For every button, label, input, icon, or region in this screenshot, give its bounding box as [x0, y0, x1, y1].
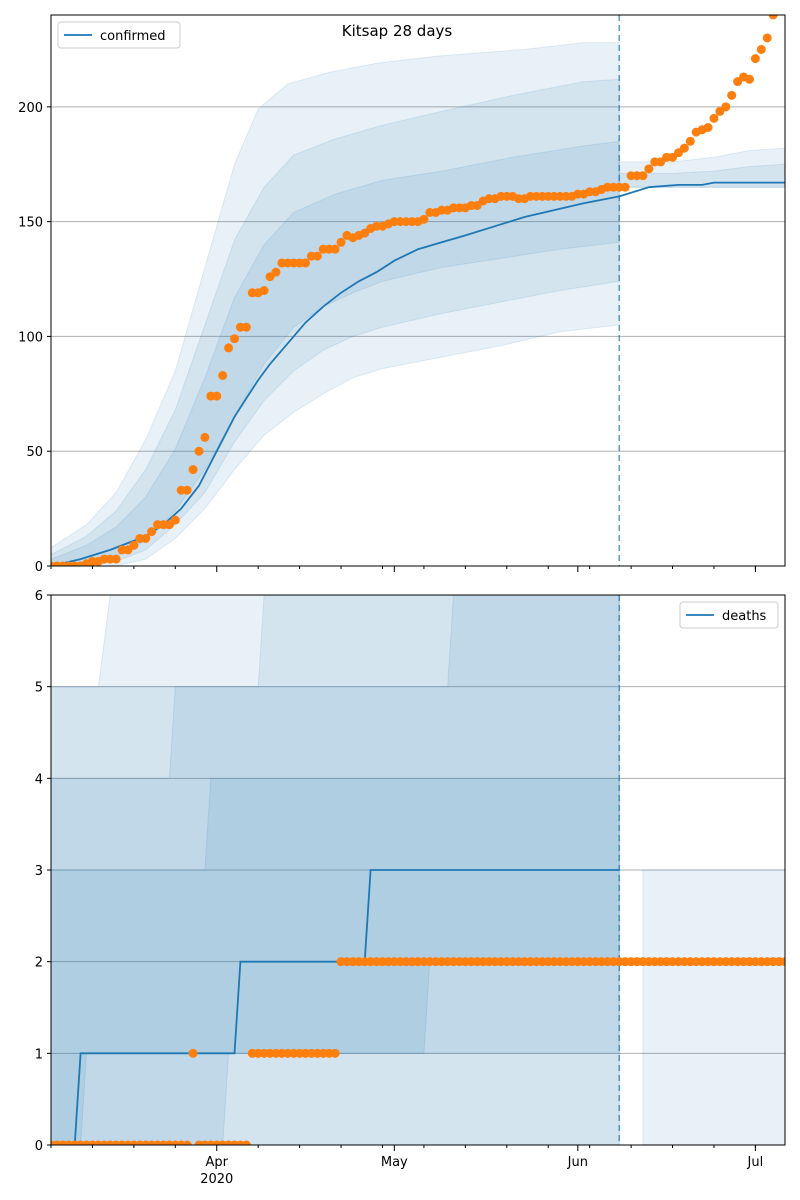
x-tick-label: Jul	[747, 1155, 764, 1170]
x-tick-sublabel: 2020	[200, 1172, 233, 1187]
confirmed-observed-point	[330, 244, 340, 254]
confirmed-uncertainty-band	[51, 78, 620, 566]
confirmed-observed-point	[336, 237, 346, 247]
confirmed-observed-point	[259, 286, 269, 295]
deaths-uncertainty-band	[642, 869, 785, 1145]
x-axis: Apr 2020 May Jun Jul	[200, 1155, 763, 1187]
deaths-y-tick-label: 5	[35, 681, 43, 696]
confirmed-observed-point	[147, 527, 157, 537]
confirmed-observed-point	[744, 74, 754, 84]
confirmed-observed-point	[141, 533, 151, 543]
confirmed-panel: 0 50 100 150 200 confirmed	[18, 14, 786, 575]
confirmed-plot-area	[51, 15, 785, 566]
confirmed-observed-point	[756, 44, 766, 54]
confirmed-observed-point	[241, 322, 251, 332]
confirmed-observed-point	[419, 214, 429, 224]
deaths-y-tick-label: 2	[35, 956, 43, 971]
confirmed-observed-point	[170, 515, 180, 525]
deaths-y-tick-label: 4	[35, 772, 43, 787]
confirmed-observed-point	[271, 267, 281, 277]
deaths-legend-box	[679, 601, 779, 629]
deaths-y-tick-label: 6	[35, 589, 43, 604]
confirmed-y-tick-label: 50	[26, 445, 43, 460]
confirmed-model-line	[51, 181, 785, 566]
confirmed-y-tick-label: 200	[18, 101, 43, 116]
confirmed-observed-point	[188, 465, 198, 475]
x-tick-label: Jun	[567, 1155, 588, 1170]
confirmed-observed-point	[727, 90, 737, 100]
confirmed-observed-point	[721, 102, 731, 112]
confirmed-observed-point	[230, 334, 239, 344]
confirmed-observed-point	[224, 343, 234, 353]
confirmed-legend: confirmed	[57, 21, 181, 49]
deaths-observed-point	[780, 957, 785, 967]
x-tick-label: Apr	[205, 1155, 228, 1170]
confirmed-observed-point	[703, 122, 713, 132]
confirmed-legend-box	[57, 21, 181, 49]
deaths-y-tick-label: 0	[35, 1139, 43, 1154]
deaths-observed-point	[188, 1048, 198, 1058]
deaths-panel: 0 1 2 3 4 5 6 deaths	[35, 589, 786, 1154]
confirmed-observed-point	[638, 171, 648, 181]
confirmed-uncertainty-band	[51, 42, 620, 566]
confirmed-observed-point	[218, 370, 228, 380]
deaths-uncertainty-band	[51, 595, 620, 1145]
deaths-model-line	[51, 869, 620, 1145]
x-tick-label: May	[381, 1155, 408, 1170]
confirmed-y-tick-label: 150	[18, 216, 43, 231]
confirmed-observed-point	[301, 258, 311, 268]
confirmed-uncertainty-band	[51, 140, 620, 566]
figure-title: Kitsap 28 days	[342, 22, 453, 40]
deaths-legend: deaths	[679, 601, 779, 629]
deaths-observed-point	[241, 1140, 251, 1145]
deaths-observed-point	[330, 1048, 340, 1058]
deaths-observed-point	[182, 1140, 192, 1145]
confirmed-observed-point	[129, 540, 139, 550]
deaths-uncertainty-band	[51, 595, 620, 1145]
confirmed-observed-point	[111, 554, 121, 564]
confirmed-observed-point	[194, 446, 204, 456]
deaths-plot-area	[51, 595, 785, 1145]
confirmed-observed-point	[709, 113, 719, 123]
confirmed-observed-point	[200, 432, 210, 442]
confirmed-observed-point	[620, 182, 630, 192]
confirmed-legend-label: confirmed	[100, 29, 166, 44]
confirmed-observed-point	[685, 136, 695, 146]
confirmed-observed-point	[182, 485, 192, 495]
confirmed-y-tick-label: 100	[18, 330, 43, 345]
deaths-legend-label: deaths	[722, 609, 767, 624]
confirmed-observed-point	[212, 391, 222, 401]
confirmed-observed-point	[762, 33, 772, 43]
deaths-y-tick-label: 1	[35, 1047, 43, 1062]
confirmed-axes-frame	[50, 14, 786, 567]
confirmed-observed-point	[644, 164, 654, 174]
confirmed-observed-point	[750, 54, 760, 64]
confirmed-observed-point	[768, 15, 778, 20]
confirmed-observed-point	[679, 143, 689, 153]
confirmed-observed-point	[312, 251, 322, 261]
confirmed-y-tick-label: 0	[35, 560, 43, 575]
deaths-y-tick-label: 3	[35, 864, 43, 879]
